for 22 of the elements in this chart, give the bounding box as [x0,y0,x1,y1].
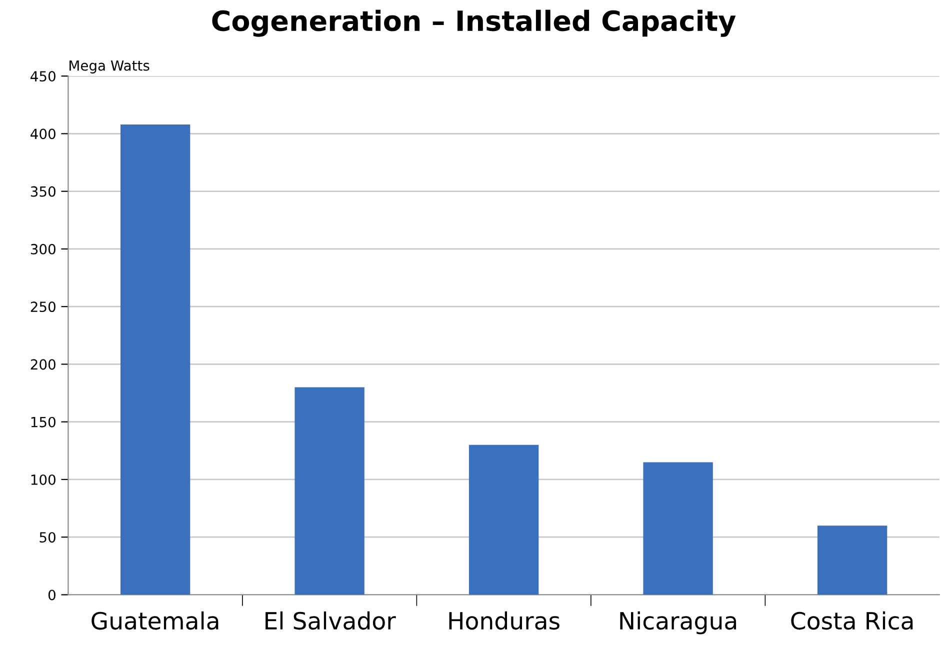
y-tick-label: 200 [30,359,56,370]
x-tick-label: El Salvador [266,611,396,630]
y-tick-label: 50 [40,532,56,543]
x-tick-label: Guatemala [92,611,218,630]
bar [468,444,539,595]
y-axis-title: Mega Watts [70,60,150,74]
chart-title: Cogeneration – Installed Capacity [212,10,736,37]
bar [643,462,713,595]
bar [817,526,888,595]
y-tick-label: 0 [48,590,56,600]
y-tick-label: 100 [31,474,56,485]
x-tick-label: Honduras [449,611,560,630]
y-tick-label: 400 [30,128,56,140]
x-tick-label: Nicaragua [620,611,736,634]
y-tick-label: 250 [30,302,56,312]
y-tick-label: 300 [30,244,56,254]
y-tick-label: 450 [30,71,56,82]
y-tick-label: 350 [30,186,56,197]
bar [294,387,364,595]
bar [120,124,190,595]
y-tick-label: 150 [31,416,56,428]
x-tick-label: Costa Rica [791,611,913,630]
